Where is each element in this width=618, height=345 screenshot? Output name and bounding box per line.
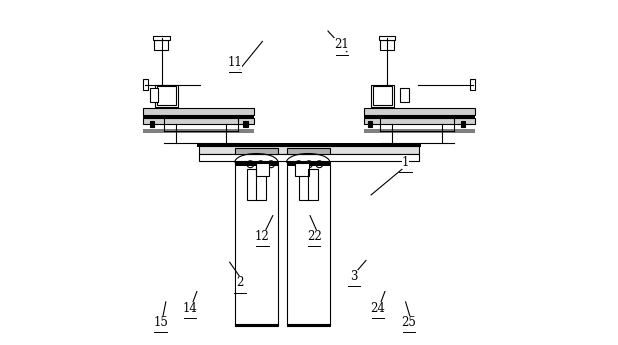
Bar: [143, 79, 148, 90]
Text: 2: 2: [236, 276, 243, 289]
Bar: [461, 121, 465, 127]
Bar: [243, 121, 248, 127]
Bar: [198, 154, 420, 161]
Text: 12: 12: [255, 230, 270, 243]
Bar: [156, 85, 178, 107]
Bar: [295, 163, 309, 176]
Bar: [380, 40, 394, 50]
Bar: [143, 118, 254, 124]
Bar: [287, 162, 329, 166]
Text: 15: 15: [153, 316, 168, 329]
Bar: [364, 108, 475, 115]
Bar: [364, 115, 475, 118]
Bar: [153, 36, 169, 40]
Text: 14: 14: [182, 302, 197, 315]
Bar: [364, 129, 475, 133]
Bar: [287, 148, 329, 154]
Bar: [364, 118, 475, 124]
Bar: [143, 129, 254, 133]
Bar: [157, 86, 176, 105]
Bar: [368, 121, 372, 127]
Bar: [287, 324, 329, 327]
Bar: [143, 108, 254, 115]
Text: 25: 25: [402, 316, 417, 329]
Bar: [150, 121, 154, 127]
Text: 1: 1: [402, 156, 409, 169]
Bar: [150, 88, 158, 102]
Bar: [197, 143, 421, 147]
Bar: [235, 162, 278, 326]
Bar: [287, 162, 329, 326]
Bar: [235, 324, 278, 327]
Bar: [373, 86, 392, 105]
Bar: [198, 146, 420, 154]
Bar: [400, 88, 409, 102]
Bar: [143, 115, 254, 118]
Bar: [470, 79, 475, 90]
Bar: [235, 148, 278, 154]
Text: 11: 11: [227, 56, 242, 69]
Bar: [247, 169, 266, 200]
Bar: [235, 162, 278, 166]
Bar: [379, 36, 396, 40]
Bar: [298, 169, 318, 200]
Text: 22: 22: [307, 230, 321, 243]
Text: 24: 24: [371, 302, 386, 315]
Text: 3: 3: [350, 269, 358, 283]
Bar: [255, 163, 269, 176]
Bar: [371, 85, 394, 107]
Text: 21: 21: [334, 38, 349, 51]
Bar: [154, 40, 168, 50]
